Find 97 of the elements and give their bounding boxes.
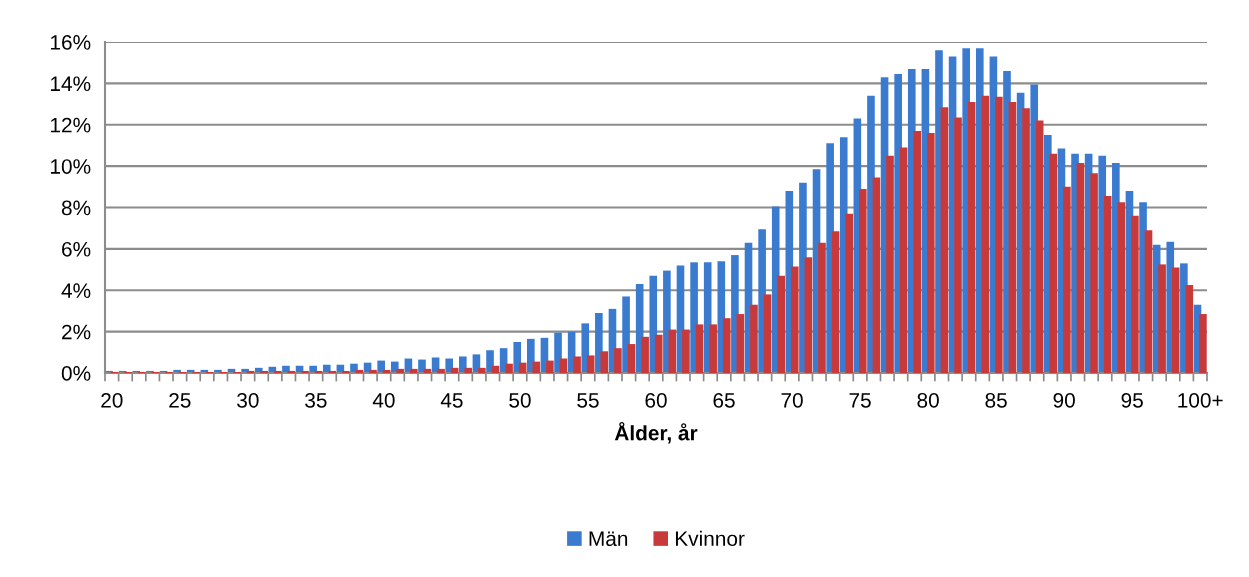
x-tick-label: 75 (849, 393, 871, 408)
bar (872, 177, 881, 373)
bar (450, 367, 459, 373)
bar (614, 348, 622, 373)
bar (927, 133, 935, 373)
x-tick-label: 70 (781, 392, 803, 408)
x-tick-label: 20 (101, 392, 123, 408)
bar (478, 367, 486, 373)
bar (581, 323, 590, 373)
x-tick-label: 40 (372, 392, 395, 408)
bar (554, 332, 562, 373)
x-tick-label: 60 (645, 392, 667, 408)
bar (641, 336, 649, 373)
bar (818, 242, 826, 373)
bar (940, 107, 949, 373)
bar (1117, 202, 1126, 373)
y-tick-label: 16% (51, 35, 91, 50)
bar (600, 351, 609, 373)
x-tick-label: 90 (1053, 392, 1075, 408)
y-tick-label: 4% (61, 283, 91, 298)
y-tick-label: 8% (61, 200, 91, 216)
bar (437, 368, 445, 373)
bar (831, 231, 840, 373)
bar (777, 275, 785, 373)
bar (1144, 230, 1153, 373)
bar (1076, 163, 1085, 373)
y-tick-label: 0% (61, 366, 91, 381)
bar (899, 147, 908, 373)
bar (622, 296, 630, 373)
bar (1199, 314, 1207, 373)
bar (682, 329, 690, 373)
bar (1090, 173, 1098, 373)
x-tick-label: 100+ (1178, 392, 1223, 408)
bar (981, 95, 990, 373)
bar (1063, 186, 1071, 373)
bar (736, 314, 745, 373)
y-tick-label: 12% (51, 117, 91, 133)
y-tick-label: 14% (51, 76, 91, 92)
bar (532, 361, 541, 373)
x-tick-label: 65 (713, 392, 735, 408)
bar (546, 360, 554, 373)
bar (1171, 267, 1180, 373)
x-axis-title: Ålder, år (614, 421, 698, 444)
bar (750, 304, 758, 373)
bar (573, 356, 581, 373)
x-tick-label: 30 (237, 392, 259, 408)
bar (1103, 196, 1112, 373)
bar (649, 275, 658, 373)
bar (273, 370, 282, 373)
bar (858, 188, 867, 373)
bar (886, 155, 894, 373)
legend-label: Kvinnor (675, 530, 745, 547)
bar (845, 213, 853, 373)
bar (342, 370, 350, 373)
bar (328, 370, 337, 373)
bar (1185, 285, 1194, 373)
y-tick-label: 10% (51, 159, 91, 174)
bar (654, 334, 663, 373)
bar (586, 355, 595, 373)
bar (695, 324, 704, 373)
y-tick-label: 6% (62, 241, 91, 257)
x-tick-label: 55 (577, 393, 599, 408)
bar (486, 350, 494, 373)
x-tick-label: 80 (917, 392, 939, 408)
x-tick-label: 45 (440, 393, 463, 408)
bar (1035, 120, 1044, 373)
x-tick-label: 35 (305, 392, 327, 408)
bar (1131, 215, 1139, 373)
bar (722, 318, 731, 373)
legend-label: Män (589, 531, 628, 547)
bar (464, 367, 473, 373)
bar (995, 96, 1003, 373)
bar (967, 101, 976, 373)
bar (709, 324, 717, 373)
bar (410, 368, 418, 373)
bar (513, 341, 522, 373)
bar (260, 370, 268, 373)
bar (668, 329, 677, 373)
bar (505, 363, 513, 373)
bar (627, 344, 636, 373)
bar (1049, 153, 1058, 373)
x-tick-label: 25 (169, 392, 191, 408)
bar (301, 370, 309, 373)
bar (1008, 101, 1017, 373)
bar (790, 266, 799, 373)
x-tick-label: 95 (1121, 392, 1143, 408)
x-tick-label: 50 (509, 392, 531, 408)
bar (1158, 264, 1166, 373)
bar (804, 257, 813, 373)
bar (396, 368, 405, 373)
bar (369, 369, 377, 373)
y-tick-label: 2% (62, 324, 91, 340)
bar (913, 130, 922, 373)
bar (763, 294, 772, 373)
bar (1022, 108, 1030, 373)
x-tick-label: 85 (985, 392, 1007, 408)
bar (954, 117, 962, 373)
